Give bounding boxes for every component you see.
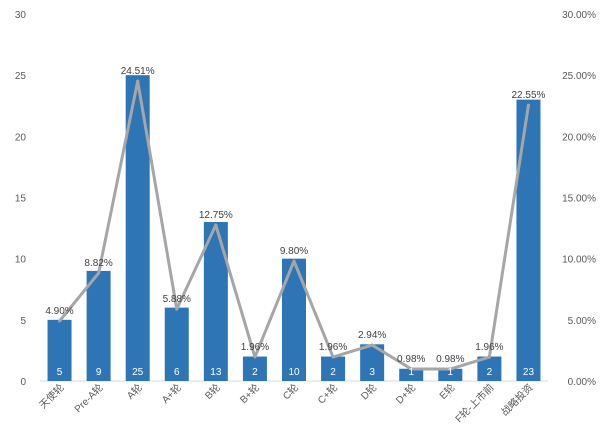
bar-series: [47, 75, 541, 382]
x-tick-label: E轮: [436, 381, 457, 402]
line-value-label: 22.55%: [512, 90, 546, 101]
line-value-label: 9.80%: [280, 246, 308, 257]
line-point: [526, 103, 530, 107]
y-left-tick-label: 15: [15, 194, 27, 205]
bar: [399, 368, 424, 381]
bar-value-label: 2: [330, 367, 336, 378]
x-tick-label: A+轮: [159, 381, 184, 406]
line-point: [331, 355, 335, 359]
bar: [282, 258, 306, 381]
line-point: [409, 367, 413, 371]
bar-value-label: 25: [132, 367, 144, 378]
x-tick-label: B轮: [202, 381, 223, 402]
y-right-tick-label: 30.00%: [562, 10, 596, 21]
y-right-tick-label: 10.00%: [562, 255, 596, 266]
line-value-label: 1.96%: [319, 342, 347, 353]
bar: [242, 356, 267, 381]
y-right-tick-label: 0.00%: [568, 377, 596, 388]
bar: [164, 307, 189, 381]
bar-value-label: 13: [210, 367, 222, 378]
line-value-label: 2.94%: [358, 330, 386, 341]
line-point: [175, 307, 179, 311]
y-right-tick-label: 15.00%: [562, 194, 596, 205]
bar-value-label: 2: [487, 367, 493, 378]
y-right-tick-label: 5.00%: [568, 316, 596, 327]
bar-value-label: 1: [408, 367, 414, 378]
y-left-tick-label: 5: [20, 316, 26, 327]
bar: [516, 99, 541, 381]
bar-value-label: 5: [57, 367, 63, 378]
x-tick-label: 天使轮: [36, 381, 66, 411]
line-value-label: 5.88%: [163, 294, 191, 305]
line-value-label: 24.51%: [121, 66, 155, 77]
y-left-tick-label: 25: [15, 71, 27, 82]
y-right-tick-label: 25.00%: [562, 71, 596, 82]
bar-value-label: 23: [523, 367, 535, 378]
bar-value-label: 1: [448, 367, 454, 378]
line-point: [97, 271, 101, 275]
line-value-label: 4.90%: [45, 306, 73, 317]
line-value-label: 0.98%: [397, 354, 425, 365]
bar: [86, 270, 111, 381]
x-tick-label: C+轮: [315, 381, 341, 407]
bar-value-label: 9: [96, 367, 102, 378]
line-value-label: 8.82%: [84, 258, 112, 269]
bar: [438, 368, 463, 381]
line-point: [370, 343, 374, 347]
x-tick-label: 战略投资: [498, 381, 535, 418]
y-left-tick-label: 0: [20, 377, 26, 388]
line-value-label: 1.96%: [475, 342, 503, 353]
y-right-tick-label: 20.00%: [562, 132, 596, 143]
bar-value-label: 3: [369, 367, 375, 378]
x-tick-label: D轮: [358, 381, 379, 402]
x-tick-label: F轮-上市前: [452, 381, 496, 425]
line-point: [448, 367, 452, 371]
bar-value-label: 2: [252, 367, 258, 378]
line-point: [253, 355, 257, 359]
bar-value-label: 10: [288, 367, 300, 378]
line-point: [136, 79, 140, 83]
x-tick-label: C轮: [280, 381, 301, 402]
bar-value-label: 6: [174, 367, 180, 378]
line-value-label: 12.75%: [199, 210, 233, 221]
line-value-label: 1.96%: [241, 342, 269, 353]
line-point: [214, 223, 218, 227]
line-point: [487, 355, 491, 359]
line-point: [58, 319, 62, 323]
x-tick-label: Pre-A轮: [71, 381, 105, 415]
y-left-tick-label: 20: [15, 132, 27, 143]
data-labels: 5 9 25 6 13 2 10 2 3 1 1 2 234.90%8.82%24.51%5.88%12…: [45, 66, 545, 378]
line-value-label: 0.98%: [436, 354, 464, 365]
x-tick-label: B+轮: [237, 381, 262, 406]
bar: [47, 319, 72, 381]
line-series: [58, 79, 530, 371]
x-tick-label: D+轮: [393, 381, 419, 407]
y-left-tick-label: 10: [15, 255, 27, 266]
line-point: [292, 259, 296, 263]
bar: [321, 356, 346, 381]
y-left-tick-label: 30: [15, 10, 27, 21]
x-tick-label: A轮: [124, 381, 145, 402]
